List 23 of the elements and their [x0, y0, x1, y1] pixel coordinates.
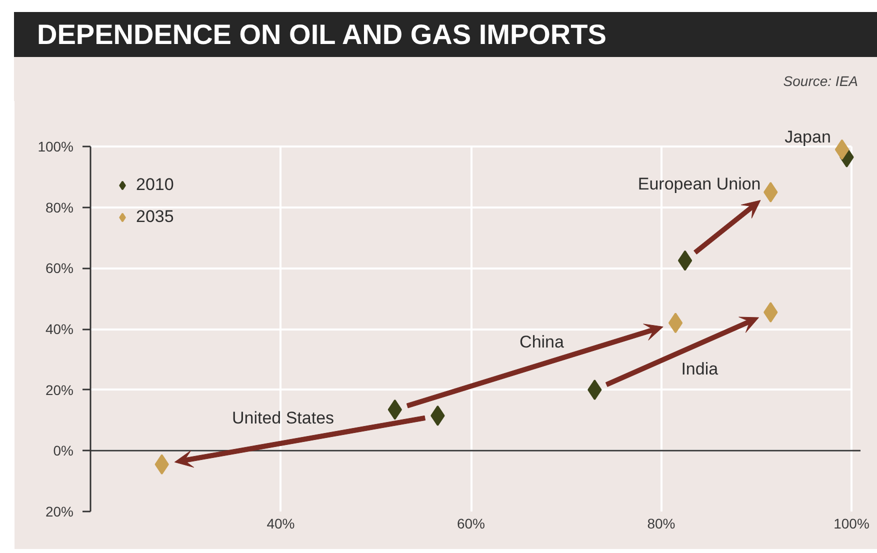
- point: [834, 139, 850, 160]
- annotation: United States: [232, 408, 334, 428]
- legend-label: 2035: [136, 207, 174, 227]
- point: [678, 250, 692, 271]
- legend-label: 2010: [136, 175, 174, 195]
- x-tick-label: 100%: [834, 516, 870, 532]
- y-tick-label: 40%: [45, 321, 74, 338]
- point: [668, 312, 683, 334]
- x-tick-label: 60%: [456, 516, 486, 532]
- y-tick-label: 20%: [45, 382, 74, 398]
- y-tick-label: 100%: [38, 138, 74, 155]
- source-note: Source: IEA: [783, 72, 858, 91]
- x-tick-label: 40%: [266, 516, 295, 532]
- y-tick-label: 0%: [53, 442, 74, 459]
- chart-title: DEPENDENCE ON OIL AND GAS IMPORTS: [37, 18, 606, 52]
- text: Japan: [784, 127, 831, 146]
- annotation: China: [520, 332, 565, 352]
- x-tick-label: 80%: [647, 516, 676, 532]
- y-tick-label: 80%: [45, 199, 74, 216]
- annotation: India: [681, 360, 719, 379]
- annotation: European Union: [638, 174, 761, 194]
- y-tick-label: 20%: [45, 504, 74, 520]
- y-tick-label: 60%: [45, 260, 74, 276]
